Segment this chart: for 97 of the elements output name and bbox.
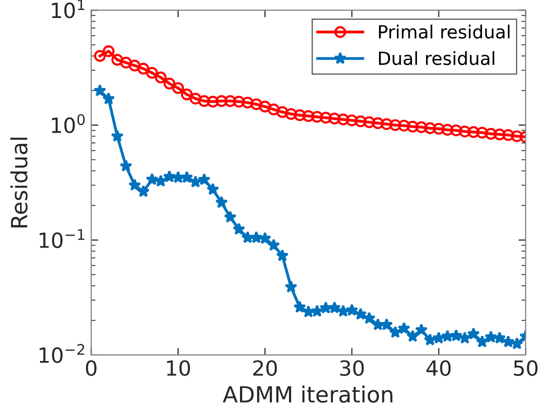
point xyxy=(442,124,454,136)
point xyxy=(494,128,506,140)
point xyxy=(242,96,254,109)
point xyxy=(388,326,402,338)
point xyxy=(450,124,462,136)
point xyxy=(94,84,106,96)
point xyxy=(198,95,210,107)
point xyxy=(232,222,246,235)
point xyxy=(137,62,150,75)
point xyxy=(233,96,245,108)
point xyxy=(206,96,219,108)
x-tick-label: 20 xyxy=(253,360,277,376)
point xyxy=(484,128,497,140)
point xyxy=(110,130,124,142)
y-tick-label: 10$^{−2}$ xyxy=(40,344,84,364)
point xyxy=(293,300,306,313)
point xyxy=(128,178,141,191)
point xyxy=(398,322,410,334)
point xyxy=(354,308,367,320)
y-axis-title: Residual xyxy=(10,138,28,228)
point xyxy=(146,172,158,186)
point xyxy=(311,110,324,123)
point xyxy=(189,175,202,188)
point xyxy=(476,126,488,139)
point xyxy=(424,122,436,134)
point xyxy=(458,332,472,344)
point xyxy=(310,304,324,317)
point xyxy=(328,301,341,314)
point xyxy=(362,312,376,324)
x-tick-label: 40 xyxy=(426,360,451,376)
point xyxy=(276,249,289,262)
point xyxy=(337,114,350,126)
point xyxy=(354,115,366,128)
point xyxy=(389,119,402,132)
point xyxy=(154,72,167,84)
point xyxy=(250,231,263,244)
legend-label: Dual residual xyxy=(379,51,494,66)
point xyxy=(484,330,498,343)
point xyxy=(398,120,410,132)
point xyxy=(346,304,358,316)
point xyxy=(276,106,288,118)
point xyxy=(120,159,132,172)
point xyxy=(415,121,428,134)
point xyxy=(328,112,340,124)
point xyxy=(102,45,115,58)
x-axis-title: ADMM iteration xyxy=(222,386,392,403)
point xyxy=(111,54,124,66)
point xyxy=(476,335,489,348)
point xyxy=(415,323,428,336)
point xyxy=(224,95,236,107)
point xyxy=(285,108,297,120)
point xyxy=(259,100,271,112)
point xyxy=(502,129,514,141)
point xyxy=(94,50,106,62)
point xyxy=(320,112,332,124)
point xyxy=(190,92,202,105)
point xyxy=(468,126,480,138)
point xyxy=(250,98,262,110)
point xyxy=(406,330,420,342)
point xyxy=(284,280,298,293)
y-tick-label: 10$^{0}$ xyxy=(52,114,85,134)
point xyxy=(215,196,228,208)
point xyxy=(180,88,193,100)
point xyxy=(146,66,158,79)
point xyxy=(164,78,176,90)
x-tick-label: 30 xyxy=(340,360,364,376)
point xyxy=(511,130,523,142)
point xyxy=(206,182,220,196)
point xyxy=(102,92,115,104)
point xyxy=(163,170,176,182)
point xyxy=(302,110,314,122)
point xyxy=(406,120,419,133)
x-tick-label: 0 xyxy=(86,360,96,376)
y-tick-label: 10$^{−1}$ xyxy=(40,229,84,248)
point xyxy=(128,60,141,72)
point xyxy=(120,56,132,68)
point xyxy=(268,104,280,116)
point xyxy=(432,122,445,135)
point xyxy=(267,238,280,251)
point xyxy=(450,329,462,342)
point xyxy=(224,210,237,223)
point xyxy=(198,173,210,186)
x-tick-label: 10 xyxy=(167,360,190,376)
point xyxy=(216,95,228,107)
point xyxy=(502,335,515,348)
point xyxy=(372,117,384,130)
point xyxy=(458,126,471,138)
point xyxy=(172,82,184,94)
point xyxy=(137,184,150,198)
point xyxy=(294,109,306,122)
x-tick-label: 50 xyxy=(514,360,538,376)
point xyxy=(363,116,376,128)
point xyxy=(346,114,358,126)
point xyxy=(180,170,194,184)
legend-label: Primal residual xyxy=(379,24,510,39)
point xyxy=(380,118,393,130)
point xyxy=(467,327,480,340)
